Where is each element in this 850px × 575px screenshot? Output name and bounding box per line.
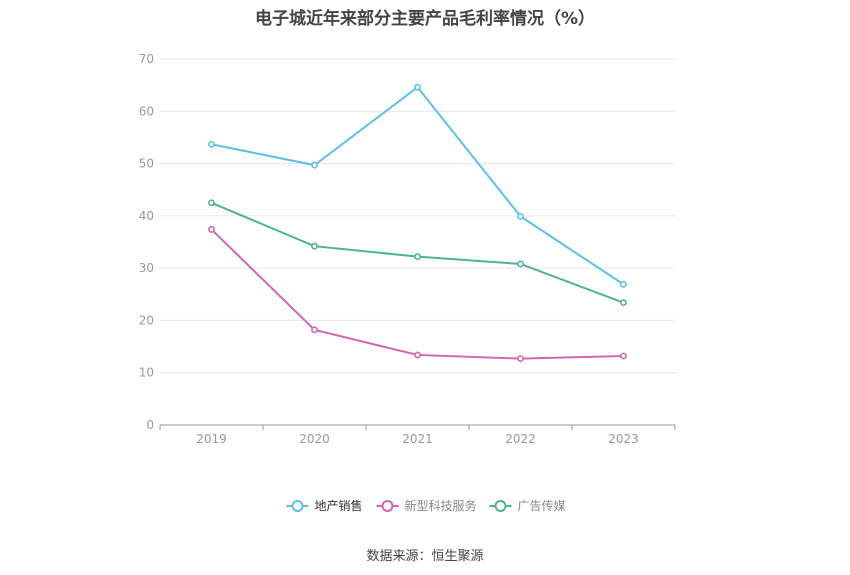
legend-marker	[494, 500, 507, 512]
legend-label: 地产销售	[315, 498, 363, 513]
legend: 地产销售 新型科技服务 广告传媒	[286, 498, 566, 513]
y-tick-label: 60	[139, 104, 154, 118]
data-point	[620, 352, 627, 360]
gridlines	[160, 58, 675, 374]
data-point	[208, 199, 215, 207]
data-point	[414, 253, 421, 261]
data-point	[517, 355, 524, 362]
series-line-2	[210, 228, 624, 360]
data-point	[414, 351, 421, 359]
y-tick-label: 10	[139, 366, 154, 380]
y-tick-label: 0	[146, 418, 154, 432]
y-tick-label: 30	[139, 261, 154, 275]
legend-label: 新型科技服务	[405, 498, 477, 513]
data-point	[311, 326, 318, 334]
x-tick-label: 2020	[299, 432, 330, 446]
y-tick-label: 20	[139, 313, 154, 327]
series-group	[208, 83, 627, 362]
series-line-3	[211, 201, 624, 304]
y-tick-label: 50	[139, 157, 154, 171]
legend-marker	[381, 500, 394, 512]
x-tick-label: 2019	[196, 432, 227, 446]
y-tick-label: 70	[139, 52, 154, 66]
x-tick-label: 2021	[402, 432, 433, 446]
data-point	[517, 212, 524, 220]
legend-label: 广告传媒	[518, 498, 566, 513]
data-point	[311, 242, 318, 250]
data-point	[311, 161, 318, 169]
x-tick-label: 2023	[608, 432, 639, 446]
data-point	[620, 299, 627, 307]
x-tick-label: 2022	[505, 432, 536, 446]
data-source: 数据来源：恒生聚源	[366, 549, 484, 564]
legend-marker	[291, 500, 304, 512]
y-tick-label: 40	[139, 209, 154, 223]
data-point	[208, 226, 215, 233]
y-axis: 0 10 20 30 40 50 60 70	[139, 52, 154, 432]
data-point	[517, 260, 524, 268]
data-point	[414, 83, 421, 91]
chart-title: 电子城近年来部分主要产品毛利率情况（%）	[254, 9, 596, 29]
legend-item: 广告传媒	[489, 498, 566, 513]
data-point	[620, 280, 627, 288]
legend-item: 地产销售	[286, 498, 363, 513]
data-point	[208, 140, 215, 148]
x-axis: 2019 2020 2021 2022 2023	[159, 424, 676, 446]
legend-item: 新型科技服务	[376, 498, 477, 513]
